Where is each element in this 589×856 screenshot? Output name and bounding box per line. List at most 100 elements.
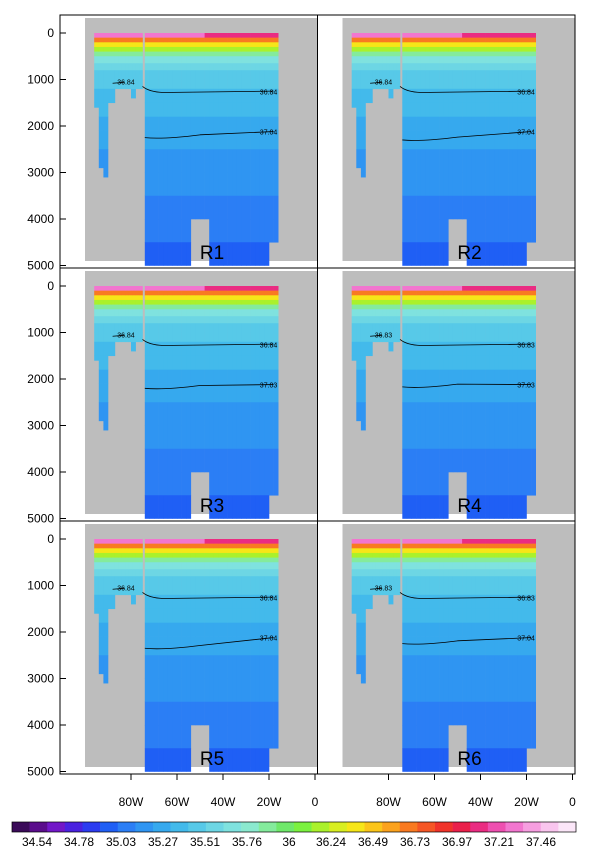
colorbar-swatch xyxy=(100,822,119,832)
basin-cell xyxy=(158,369,164,384)
basin-cell xyxy=(411,79,417,90)
basin-cell xyxy=(195,304,201,310)
basin-cell xyxy=(259,323,265,333)
trench-cell xyxy=(372,304,377,310)
basin-cell xyxy=(521,56,527,64)
basin-cell xyxy=(149,130,155,150)
trench-cell xyxy=(139,543,143,549)
shelf-cell xyxy=(103,402,109,426)
basin-cell xyxy=(512,172,518,197)
trench-cell xyxy=(393,63,397,71)
basin-cell xyxy=(213,195,219,220)
basin-cell xyxy=(250,552,256,558)
basin-cell xyxy=(517,295,523,301)
basin-cell xyxy=(223,219,228,243)
basin-cell xyxy=(489,701,495,726)
basin-cell xyxy=(250,195,256,220)
basin-cell xyxy=(517,552,523,558)
basin-cell xyxy=(494,37,500,43)
basin-cell xyxy=(186,622,192,637)
basin-cell xyxy=(181,46,187,52)
basin-cell xyxy=(457,286,463,291)
basin-cell xyxy=(264,402,270,426)
basin-cell xyxy=(498,295,504,301)
basin-cell xyxy=(521,495,527,519)
basin-cell xyxy=(521,585,527,596)
shelf-cell xyxy=(360,299,366,305)
basin-cell xyxy=(508,622,513,637)
basin-cell xyxy=(526,51,532,57)
basin-cell xyxy=(443,290,449,296)
shelf-cell xyxy=(103,42,109,48)
basin-cell xyxy=(232,323,238,333)
basin-cell xyxy=(489,383,495,403)
basin-cell xyxy=(466,369,472,384)
basin-cell xyxy=(218,701,224,726)
basin-cell xyxy=(434,383,440,403)
basin-cell xyxy=(149,678,155,703)
trench-cell xyxy=(389,562,394,570)
basin-cell xyxy=(480,585,486,596)
basin-cell xyxy=(177,149,182,173)
basin-cell xyxy=(439,495,444,519)
trench-cell xyxy=(111,569,116,577)
basin-cell xyxy=(223,552,228,558)
basin-cell xyxy=(434,46,440,52)
basin-cell xyxy=(223,290,228,296)
basin-cell xyxy=(480,290,486,296)
basin-cell xyxy=(227,295,233,301)
basin-cell xyxy=(204,594,210,610)
basin-cell xyxy=(269,172,274,197)
basin-cell xyxy=(521,402,527,426)
basin-cell xyxy=(466,557,472,563)
trench-cell xyxy=(118,576,123,586)
basin-cell xyxy=(177,402,182,426)
shelf-cell xyxy=(351,56,357,64)
basin-cell xyxy=(466,195,472,220)
basin-cell xyxy=(489,655,495,679)
basin-cell xyxy=(250,51,256,57)
basin-cell xyxy=(186,472,192,496)
basin-cell xyxy=(429,295,435,301)
y-tick-label: 2000 xyxy=(27,119,54,133)
basin-cell xyxy=(466,576,472,586)
basin-cell xyxy=(209,539,215,544)
basin-cell xyxy=(204,290,210,296)
basin-cell xyxy=(434,585,440,596)
basin-cell xyxy=(462,402,467,426)
basin-cell xyxy=(158,725,164,749)
trench-cell xyxy=(111,341,116,357)
basin-cell xyxy=(186,543,192,549)
basin-cell xyxy=(526,70,532,80)
basin-cell xyxy=(448,79,454,90)
colorbar-swatch xyxy=(258,822,277,832)
basin-cell xyxy=(471,725,477,749)
basin-cell xyxy=(241,51,247,57)
trench-cell xyxy=(365,569,370,577)
trench-cell xyxy=(393,316,397,324)
trench-cell xyxy=(132,562,136,570)
basin-cell xyxy=(223,51,228,57)
basin-cell xyxy=(512,88,518,104)
basin-cell xyxy=(434,51,440,57)
basin-cell xyxy=(163,608,169,623)
basin-cell xyxy=(223,569,228,577)
trench-cell xyxy=(125,295,129,301)
basin-cell xyxy=(429,309,435,317)
basin-cell xyxy=(498,748,504,772)
basin-cell xyxy=(144,63,150,71)
basin-cell xyxy=(485,425,490,450)
trench-cell xyxy=(393,299,397,305)
y-tick-label: 3000 xyxy=(27,166,54,180)
basin-cell xyxy=(434,543,440,549)
basin-cell xyxy=(186,116,192,131)
basin-cell xyxy=(526,219,532,243)
basin-cell xyxy=(443,37,449,43)
basin-cell xyxy=(466,472,472,496)
basin-cell xyxy=(223,316,228,324)
basin-cell xyxy=(227,748,233,772)
basin-cell xyxy=(402,562,408,570)
basin-cell xyxy=(200,548,205,554)
basin-cell xyxy=(531,622,536,637)
y-tick-label: 4000 xyxy=(27,718,54,732)
